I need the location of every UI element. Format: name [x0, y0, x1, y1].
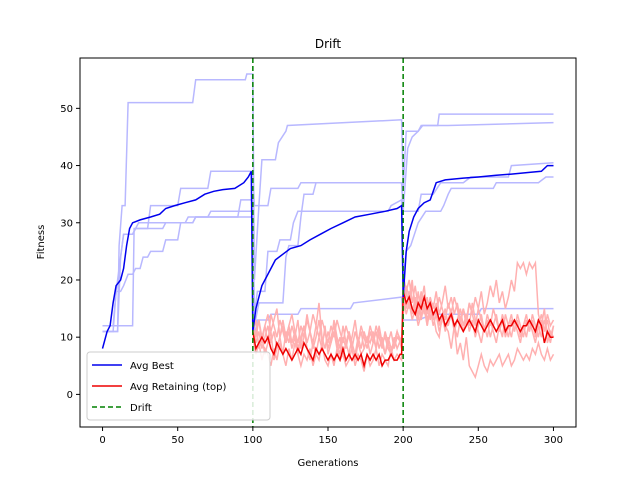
avg-retaining-line	[252, 291, 554, 369]
x-tick-label-150: 150	[318, 435, 337, 446]
x-tick-label-100: 100	[243, 435, 262, 446]
legend-label-avg-retaining: Avg Retaining (top)	[130, 382, 226, 393]
run-best-lines	[102, 73, 554, 338]
legend-label-avg-best: Avg Best	[130, 361, 174, 372]
x-tick-label-250: 250	[469, 435, 488, 446]
legend-box	[86, 351, 271, 421]
run-best-line-4	[102, 176, 554, 327]
y-tick-label-0: 0	[67, 390, 73, 401]
x-tick-label-0: 0	[99, 435, 105, 446]
legend: Avg Best Avg Retaining (top) Drift	[86, 351, 271, 421]
x-tick-label-50: 50	[171, 435, 184, 446]
x-tick-label-200: 200	[394, 435, 413, 446]
x-axis-ticks: 0 50 100 150 200 250 300	[99, 427, 563, 446]
run-best-line-5	[102, 199, 554, 338]
y-tick-label-10: 10	[60, 333, 73, 344]
run-best-line-2	[102, 121, 554, 327]
y-tick-label-20: 20	[60, 275, 73, 286]
y-tick-label-50: 50	[60, 104, 73, 115]
y-tick-label-30: 30	[60, 218, 73, 229]
run-best-line-3	[102, 161, 554, 333]
y-axis-ticks: 0 10 20 30 40 50	[60, 104, 80, 401]
x-axis-label: Generations	[298, 458, 359, 469]
y-tick-label-40: 40	[60, 161, 73, 172]
x-tick-label-300: 300	[544, 435, 563, 446]
y-axis-label: Fitness	[36, 225, 47, 260]
run-best-line-1	[102, 73, 554, 333]
chart-title: Drift	[315, 37, 342, 51]
legend-label-drift: Drift	[130, 403, 152, 414]
average-lines	[101, 164, 554, 369]
avg-best-line	[101, 164, 554, 349]
